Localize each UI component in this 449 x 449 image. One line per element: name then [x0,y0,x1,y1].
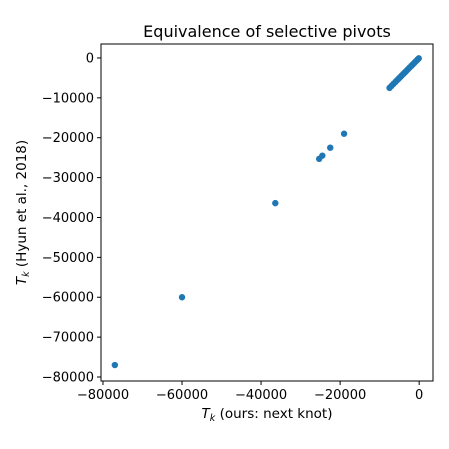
y-tick-label-1: −70000 [42,331,94,346]
y-axis-title-rest: (Hyun et al., 2018) [14,140,30,272]
y-tick-label-6: −20000 [42,131,94,146]
plot-frame [100,43,434,382]
y-tick-label-0: −80000 [42,371,94,386]
x-axis-title-rest: (ours: next knot) [215,406,332,422]
data-points-layer [111,55,422,369]
x-tick-label-1: −60000 [156,388,208,403]
y-axis-title: Tk (Hyun et al., 2018) [14,140,32,285]
x-axis-title: Tk (ours: next knot) [202,406,333,424]
y-tick-label-3: −50000 [42,251,94,266]
y-tick-label-8: 0 [86,51,94,66]
data-point-6 [340,130,348,137]
data-point-4 [319,152,326,159]
y-tick-label-7: −10000 [42,91,94,106]
ticks-layer: −80000 −60000 −40000 −20000 0 −80000 −70000 −60… [42,51,424,403]
x-axis-title-sub: k [210,413,216,424]
x-tick-label-2: −40000 [235,388,287,403]
data-point-5 [327,144,334,151]
x-tick-label-0: −80000 [77,388,129,403]
y-tick-label-2: −60000 [42,291,94,306]
chart-title: Equivalence of selective pivots [143,22,391,41]
x-tick-label-4: 0 [415,388,423,403]
data-point-2 [272,199,279,207]
data-point-1 [178,294,186,301]
y-tick-label-4: −40000 [42,211,94,226]
y-tick-label-5: −30000 [42,171,94,186]
data-point-25 [415,55,422,62]
x-tick-label-3: −20000 [314,388,366,403]
y-axis-title-sub: k [21,271,32,277]
y-axis-title-var: T [14,275,30,285]
data-point-0 [111,361,119,369]
x-axis-title-var: T [202,406,212,422]
